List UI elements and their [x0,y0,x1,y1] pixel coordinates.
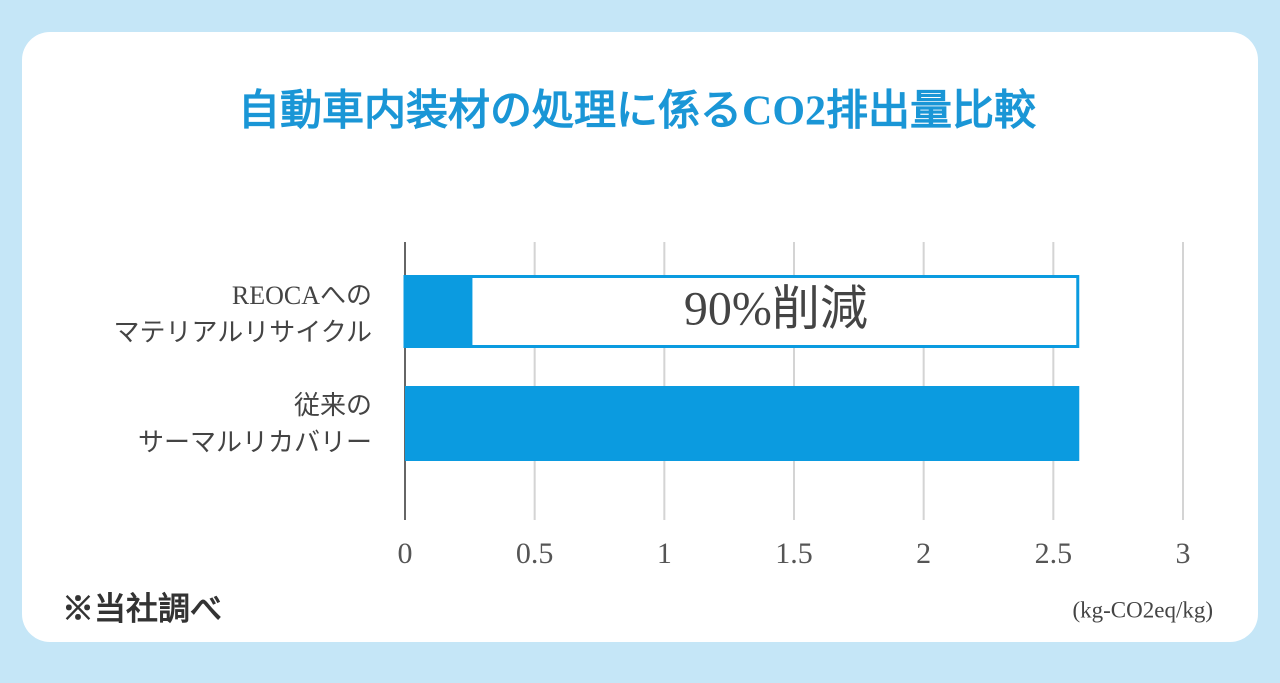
x-axis-label: (kg-CO2eq/kg) [1072,597,1213,622]
x-tick-label: 0.5 [516,537,554,570]
y-tick-label: 従来の [294,391,372,420]
x-tick-label: 1 [657,537,672,570]
y-tick-label: サーマルリカバリー [138,428,372,457]
y-tick-label: REOCAへの [232,281,372,310]
annotation: 90%削減 [684,283,868,336]
x-tick-label: 2 [916,537,931,570]
x-tick-label: 3 [1176,537,1191,570]
bar [405,386,1080,461]
x-tick-label: 1.5 [775,537,813,570]
x-tick-label: 2.5 [1035,537,1073,570]
y-tick-label: マテリアルリサイクル [114,318,372,347]
bar [405,275,473,348]
reference-box [403,275,1080,348]
note: ※当社調べ [62,590,222,626]
chart-title: 自動車内装材の処理に係るCO2排出量比較 [238,88,1037,135]
x-tick-label: 0 [398,537,413,570]
